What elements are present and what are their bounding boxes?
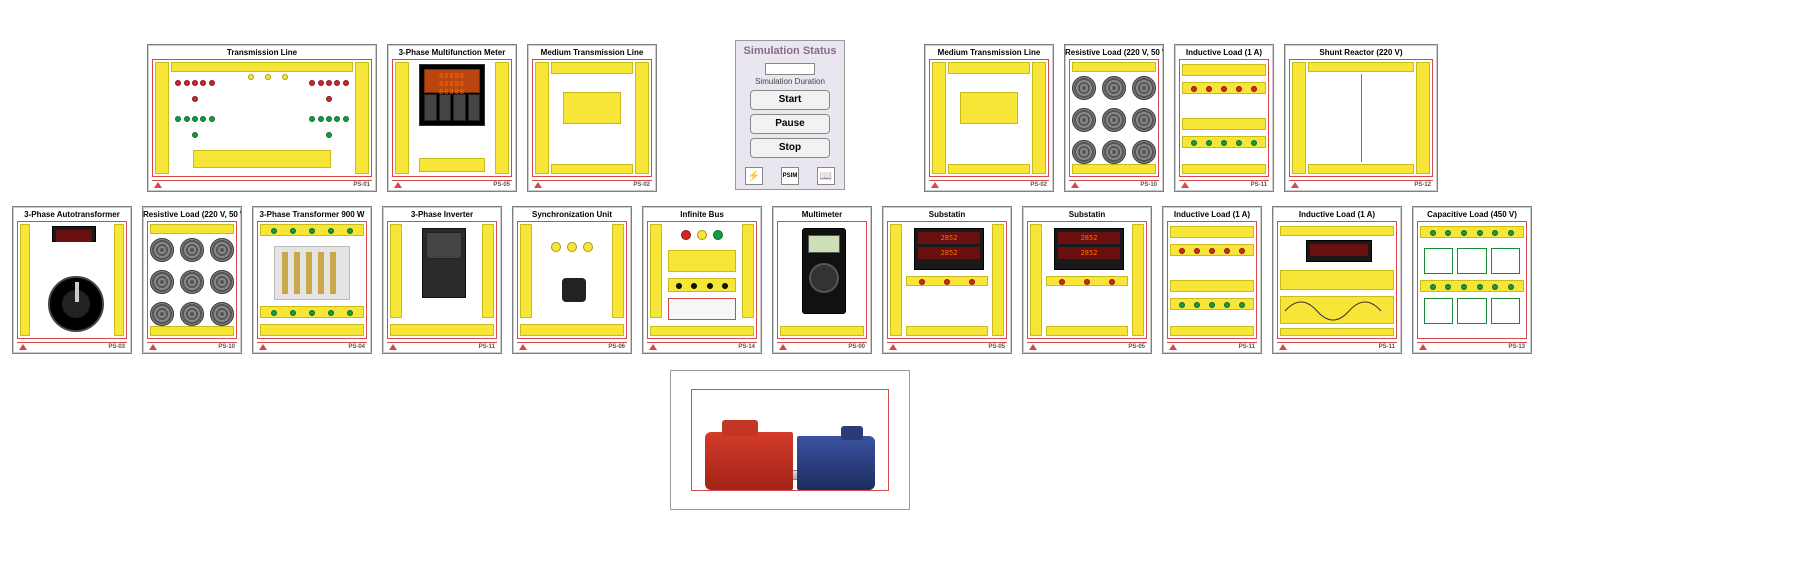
panel-code: PS-02	[1030, 182, 1047, 188]
panel-infinite-bus[interactable]: Infinite Bus PS-14	[642, 206, 762, 354]
panel-title: Resistive Load (220 V, 50 W)	[1065, 48, 1163, 57]
multimeter-unit	[802, 228, 846, 314]
panel-autotransformer[interactable]: 3-Phase Autotransformer PS-03	[12, 206, 132, 354]
panel-code: PS-00	[848, 344, 865, 350]
logo-icon	[394, 182, 402, 188]
sine-icon	[1281, 297, 1393, 323]
panel-code: PS-01	[353, 182, 370, 188]
digital-meter: 88888 88888 88888	[419, 64, 485, 126]
panel-inductive-load-1[interactable]: Inductive Load (1 A) PS-11	[1174, 44, 1274, 192]
panel-code: PS-10	[1140, 182, 1157, 188]
panel-sync-unit[interactable]: Synchronization Unit PS-06	[512, 206, 632, 354]
panel-title: 3-Phase Inverter	[383, 210, 501, 219]
panel-title: Substatin	[1023, 210, 1151, 219]
panel-med-line-1[interactable]: Medium Transmission Line PS-02	[527, 44, 657, 192]
logo-icon	[154, 182, 162, 188]
panel-code: PS-14	[738, 344, 755, 350]
panel-transformer[interactable]: 3-Phase Transformer 900 W PS-04	[252, 206, 372, 354]
start-button[interactable]: Start	[750, 90, 830, 110]
panel-title: Transmission Line	[148, 48, 376, 57]
panel-code: PS-10	[218, 344, 235, 350]
panel-resistive-load-1[interactable]: Resistive Load (220 V, 50 W) PS-10	[1064, 44, 1164, 192]
panel-code: PS-11	[1251, 182, 1267, 188]
panel-title: Inductive Load (1 A)	[1273, 210, 1401, 219]
motor-body	[797, 436, 875, 490]
panel-title: Resistive Load (220 V, 50 W)	[143, 210, 241, 219]
panel-inductive-load-2[interactable]: Inductive Load (1 A) PS-11	[1162, 206, 1262, 354]
pause-button[interactable]: Pause	[750, 114, 830, 134]
panel-substation-2[interactable]: Substatin 2852 2852 PS-05	[1022, 206, 1152, 354]
panel-code: PS-05	[493, 182, 510, 188]
panel-code: PS-03	[108, 344, 125, 350]
panel-title: Substatin	[883, 210, 1011, 219]
panel-title: 3-Phase Multifunction Meter	[388, 48, 516, 57]
panel-code: PS-02	[633, 182, 650, 188]
panel-substation-1[interactable]: Substatin 2852 2852 PS-05	[882, 206, 1012, 354]
panel-title: Medium Transmission Line	[528, 48, 656, 57]
stop-button[interactable]: Stop	[750, 138, 830, 158]
sim-duration-label: Simulation Duration	[736, 77, 844, 86]
sim-duration-field[interactable]	[765, 63, 815, 75]
panel-capacitive-load[interactable]: Capacitive Load (450 V)	[1412, 206, 1532, 354]
load-display	[1306, 240, 1372, 262]
panel-multifunction-meter[interactable]: 3-Phase Multifunction Meter 88888 88888 …	[387, 44, 517, 192]
panel-title: Capacitive Load (450 V)	[1413, 210, 1531, 219]
panel-title: Medium Transmission Line	[925, 48, 1053, 57]
panel-title: Multimeter	[773, 210, 871, 219]
panel-code: PS-11	[1379, 344, 1395, 350]
panel-motor-generator[interactable]	[670, 370, 910, 510]
panel-title: 3-Phase Transformer 900 W	[253, 210, 371, 219]
panel-shunt-reactor[interactable]: Shunt Reactor (220 V) PS-12	[1284, 44, 1438, 192]
panel-code: PS-11	[1239, 344, 1255, 350]
panel-resistive-load-2[interactable]: Resistive Load (220 V, 50 W) PS-10	[142, 206, 242, 354]
panel-code: PS-11	[479, 344, 495, 350]
panel-title: 3-Phase Autotransformer	[13, 210, 131, 219]
voltage-knob[interactable]	[48, 276, 104, 332]
book-icon[interactable]: 📖	[817, 167, 835, 185]
panel-transmission-line[interactable]: Transmission Line	[147, 44, 377, 192]
panel-simulation-status: Simulation Status Simulation Duration St…	[735, 40, 845, 190]
panel-med-line-2[interactable]: Medium Transmission Line PS-02	[924, 44, 1054, 192]
generator-body	[705, 432, 793, 490]
panel-inverter[interactable]: 3-Phase Inverter PS-11	[382, 206, 502, 354]
panel-code: PS-06	[608, 344, 625, 350]
sim-title: Simulation Status	[736, 41, 844, 57]
panel-code: PS-12	[1414, 182, 1431, 188]
panel-code: PS-05	[1128, 344, 1145, 350]
panel-multimeter[interactable]: Multimeter PS-00	[772, 206, 872, 354]
simulation-canvas: Transmission Line	[0, 0, 1801, 579]
panel-title: Inductive Load (1 A)	[1175, 48, 1273, 57]
substation-readout: 2852	[918, 232, 980, 244]
panel-body	[152, 59, 372, 177]
breaker-panel[interactable]	[668, 298, 736, 320]
meter-readout: 88888	[425, 72, 479, 80]
voltage-display	[52, 226, 96, 242]
panel-title: Infinite Bus	[643, 210, 761, 219]
panel-title: Shunt Reactor (220 V)	[1285, 48, 1437, 57]
psim-icon[interactable]: PSIM	[781, 167, 799, 185]
logo-icon	[534, 182, 542, 188]
panel-code: PS-04	[348, 344, 365, 350]
substation-display: 2852 2852	[1054, 228, 1124, 270]
inverter-unit	[422, 228, 466, 298]
plug-icon[interactable]: ⚡	[745, 167, 763, 185]
panel-body: 88888 88888 88888	[392, 59, 512, 177]
substation-display: 2852 2852	[914, 228, 984, 270]
panel-title: Inductive Load (1 A)	[1163, 210, 1261, 219]
panel-inductive-load-3[interactable]: Inductive Load (1 A) PS-11	[1272, 206, 1402, 354]
panel-body	[532, 59, 652, 177]
panel-code: PS-13	[1508, 344, 1525, 350]
multimeter-dial[interactable]	[809, 263, 839, 293]
panel-title: Synchronization Unit	[513, 210, 631, 219]
sync-switch[interactable]	[562, 278, 586, 302]
panel-code: PS-05	[988, 344, 1005, 350]
